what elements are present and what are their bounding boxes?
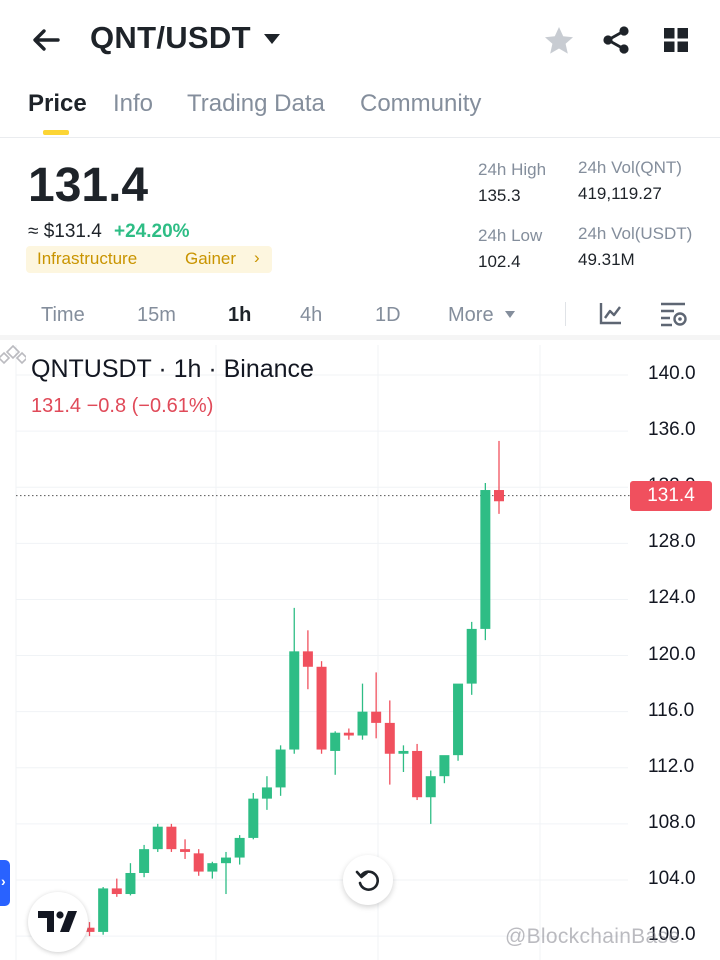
candle [425, 770, 436, 824]
tag-infrastructure[interactable]: Infrastructure [37, 249, 138, 268]
interval-1h[interactable]: 1h [228, 304, 252, 326]
high-value: 135.3 [478, 186, 521, 205]
candle [494, 440, 504, 514]
interval-more[interactable]: More [448, 304, 494, 326]
share-icon[interactable] [600, 24, 632, 56]
indicator-chart-icon[interactable] [598, 300, 624, 326]
chevron-right-icon[interactable]: › [254, 248, 260, 267]
top-bar: QNT/USDT [0, 0, 720, 80]
price-change-percent: +24.20% [114, 221, 190, 242]
y-tick-label: 104.0 [648, 868, 696, 889]
section-tabs: Price Info Trading Data Community [0, 86, 720, 138]
candle [111, 878, 122, 897]
candle [343, 728, 354, 740]
y-tick-label: 140.0 [648, 363, 696, 384]
candle [357, 683, 368, 740]
vol-base-value: 419,119.27 [578, 184, 662, 203]
low-label: 24h Low [478, 226, 543, 245]
y-tick-label: 116.0 [648, 699, 695, 721]
candle [302, 630, 313, 690]
y-tick-label: 136.0 [648, 419, 696, 441]
candle [466, 621, 477, 695]
candle [193, 849, 204, 876]
watermark-logo-icon [0, 345, 26, 365]
reset-chart-button[interactable] [343, 855, 393, 905]
high-label: 24h High [478, 160, 547, 179]
refresh-icon [355, 870, 379, 891]
back-arrow-icon[interactable] [28, 22, 64, 58]
candle [384, 700, 395, 785]
y-tick-label: 120.0 [648, 643, 696, 665]
candle [221, 851, 231, 895]
candle [248, 793, 259, 840]
y-tick-label: 100.0 [648, 924, 696, 946]
tab-community[interactable]: Community [360, 90, 482, 117]
y-tick-label: 128.0 [648, 531, 696, 553]
left-panel-handle[interactable]: › [0, 860, 10, 906]
candle [234, 835, 245, 865]
vol-quote-label: 24h Vol(USDT) [578, 224, 693, 243]
last-price-tag: 131.4 [630, 480, 712, 511]
last-price: 131.4 [28, 159, 149, 212]
tag-separator [191, 257, 194, 260]
tab-trading-data[interactable]: Trading Data [187, 90, 325, 117]
candle [439, 755, 450, 784]
candle [261, 776, 272, 810]
candle [453, 683, 464, 761]
candle [371, 672, 382, 739]
vol-base-label: 24h Vol(QNT) [578, 158, 682, 177]
candle [412, 743, 423, 801]
candle [139, 844, 150, 878]
candle [207, 861, 218, 879]
chart-settings-icon[interactable] [658, 300, 688, 328]
interval-1d[interactable]: 1D [375, 304, 401, 326]
candle [125, 863, 136, 896]
tab-price[interactable]: Price [28, 90, 87, 117]
candle [398, 745, 409, 772]
interval-15m[interactable]: 15m [137, 304, 176, 326]
candle [180, 839, 191, 859]
grid-icon[interactable] [662, 26, 690, 54]
candlestick-chart[interactable]: QNTUSDT · 1h · Binance 131.4 −0.8 (−0.61… [0, 345, 720, 960]
usd-price: ≈ $131.4 [28, 221, 102, 242]
chevron-right-icon: › [1, 873, 6, 889]
candle [480, 483, 491, 641]
tradingview-logo-icon [38, 911, 77, 932]
y-tick-label: 124.0 [648, 587, 696, 609]
candle [316, 661, 327, 754]
candle [330, 731, 341, 775]
tab-info[interactable]: Info [113, 90, 154, 117]
divider [565, 302, 566, 326]
chart-ohlc-change: 131.4 −0.8 (−0.61%) [31, 395, 214, 417]
caret-down-icon[interactable] [504, 310, 516, 319]
y-tick-label: 112.0 [648, 755, 695, 777]
candle [275, 745, 286, 796]
low-value: 102.4 [478, 252, 521, 271]
interval-time[interactable]: Time [41, 304, 85, 326]
tag-bar[interactable]: Infrastructure Gainer › [26, 246, 272, 273]
interval-4h[interactable]: 4h [300, 304, 323, 326]
candle [152, 823, 163, 852]
tag-gainer[interactable]: Gainer [185, 249, 237, 268]
pair-title[interactable]: QNT/USDT [90, 20, 251, 55]
watermark-text: @BlockchainBase [505, 925, 681, 948]
active-tab-indicator [43, 130, 69, 135]
interval-bar: Time 15m 1h 4h 1D More [0, 292, 720, 340]
candle [166, 823, 177, 852]
candle [289, 607, 300, 754]
chart-title: QNTUSDT · 1h · Binance [31, 355, 314, 383]
vol-quote-value: 49.31M [578, 250, 635, 269]
star-icon[interactable] [542, 24, 576, 58]
candle [84, 922, 95, 937]
y-tick-label: 108.0 [648, 811, 696, 833]
caret-down-icon[interactable] [262, 31, 282, 47]
candle [98, 887, 109, 935]
tradingview-logo[interactable] [28, 892, 88, 952]
